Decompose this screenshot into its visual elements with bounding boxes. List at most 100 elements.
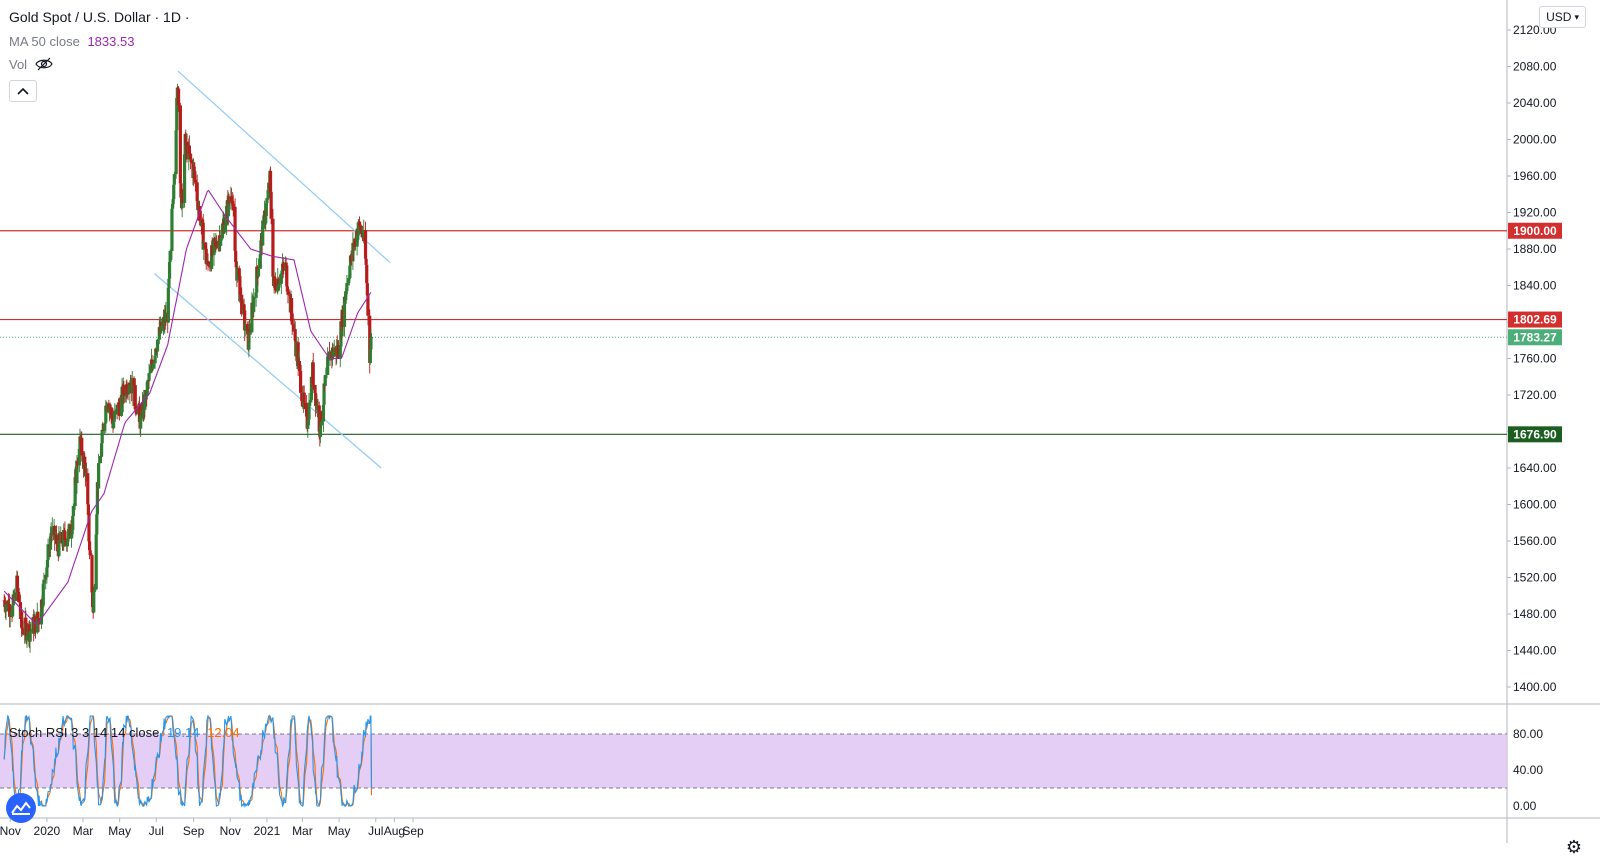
- level-price-tag: [1508, 222, 1562, 239]
- candle-body: [134, 411, 139, 415]
- candle-body: [359, 225, 363, 235]
- candle-body: [57, 533, 61, 557]
- candle-body: [234, 262, 238, 268]
- candle-body: [193, 179, 197, 183]
- x-tick-label: 2021: [254, 824, 281, 838]
- ma-legend-value: 1833.53: [87, 34, 135, 49]
- candle-body: [231, 203, 235, 207]
- x-tick-label: Mar: [292, 824, 313, 838]
- candle-body: [29, 630, 33, 632]
- candle-body: [248, 332, 252, 335]
- candle-body: [294, 342, 298, 357]
- candle-body: [301, 406, 305, 408]
- candle-body: [88, 550, 92, 556]
- candle-body: [53, 525, 57, 541]
- candle-body: [237, 268, 241, 277]
- level-price-label: 1676.90: [1513, 427, 1557, 441]
- candle-body: [226, 196, 231, 217]
- x-tick-label: Mar: [73, 824, 94, 838]
- gear-icon[interactable]: ⚙: [1565, 837, 1582, 857]
- candle-body: [29, 631, 33, 633]
- candle-body: [100, 443, 104, 457]
- candle-body: [174, 130, 178, 175]
- candle-body: [24, 617, 28, 624]
- y-tick-label: 2080.00: [1513, 60, 1557, 74]
- candle-body: [133, 385, 137, 407]
- candle-body: [201, 222, 205, 250]
- candle-body: [303, 402, 307, 404]
- candle-body: [4, 604, 8, 612]
- candle-body: [44, 574, 48, 580]
- collapse-legend-button[interactable]: [9, 80, 37, 102]
- candle-body: [155, 339, 160, 352]
- candle-body: [243, 310, 247, 331]
- candle-body: [289, 298, 294, 314]
- symbol-title[interactable]: Gold Spot / U.S. Dollar · 1D ·: [9, 9, 190, 25]
- candle-body: [170, 204, 175, 209]
- x-tick-label: Nov: [0, 824, 21, 838]
- ma-legend[interactable]: MA 50 close 1833.53: [9, 34, 134, 50]
- candle-body: [179, 183, 183, 198]
- candle-body: [353, 238, 357, 247]
- candle-body: [210, 245, 214, 256]
- level-price-label: 1900.00: [1513, 224, 1557, 238]
- stoch-d-value: 12.04: [207, 725, 240, 740]
- candle-body: [20, 611, 24, 628]
- candle-body: [269, 191, 273, 219]
- candle-body: [365, 264, 369, 284]
- ma-legend-label: MA 50 close: [9, 34, 80, 49]
- stoch-rsi-legend[interactable]: Stoch RSI 3 3 14 14 close 19.14 12.04: [9, 725, 240, 740]
- candle-body: [261, 220, 265, 246]
- candle-body: [143, 389, 147, 410]
- candle-body: [369, 337, 374, 339]
- candle-body: [86, 504, 90, 515]
- candle-body: [113, 410, 118, 412]
- candle-body: [167, 261, 172, 279]
- candle-body: [11, 605, 15, 617]
- candle-body: [273, 276, 277, 282]
- candle-body: [364, 258, 368, 265]
- candle-body: [69, 534, 74, 539]
- candle-body: [71, 515, 75, 531]
- candle-body: [126, 392, 130, 394]
- candle-body: [219, 238, 223, 246]
- candle-body: [352, 244, 356, 251]
- candle-body: [355, 228, 359, 247]
- candle-body: [268, 170, 273, 192]
- tradingview-logo-icon[interactable]: [6, 793, 36, 823]
- candle-body: [357, 221, 362, 226]
- y-tick-label: 1560.00: [1513, 534, 1557, 548]
- channel-trendline: [177, 70, 391, 264]
- candle-body: [201, 219, 205, 223]
- eye-hidden-icon[interactable]: [35, 57, 53, 71]
- y-tick-label: 1480.00: [1513, 607, 1557, 621]
- candle-body: [172, 174, 176, 185]
- candle-body: [35, 611, 39, 633]
- candle-body: [322, 383, 326, 405]
- candle-body: [175, 98, 179, 131]
- candle-body: [87, 514, 91, 542]
- currency-selector[interactable]: USD ▾: [1539, 6, 1586, 28]
- candle-body: [227, 196, 231, 203]
- candle-body: [84, 473, 88, 477]
- stoch-rsi-label: Stoch RSI 3 3 14 14 close: [9, 725, 160, 740]
- candle-body: [298, 364, 302, 371]
- candle-body: [20, 627, 24, 630]
- candle-body: [150, 359, 154, 365]
- candle-body: [306, 425, 310, 429]
- candle-body: [315, 399, 319, 411]
- candle-body: [147, 373, 151, 381]
- candle-body: [302, 392, 306, 403]
- vol-legend[interactable]: Vol: [9, 57, 53, 73]
- candle-body: [113, 410, 117, 420]
- candle-body: [187, 145, 191, 154]
- level-price-tag: [1508, 311, 1562, 328]
- candle-body: [362, 230, 366, 238]
- candle-body: [309, 376, 314, 400]
- stoch-y-tick-label: 80.00: [1513, 727, 1543, 741]
- candle-body: [8, 604, 12, 617]
- candle-body: [77, 448, 81, 466]
- candle-body: [311, 362, 315, 385]
- candle-body: [284, 262, 288, 266]
